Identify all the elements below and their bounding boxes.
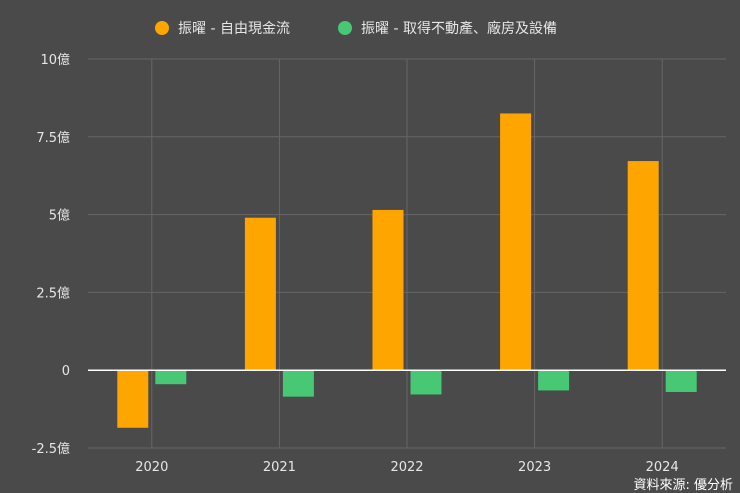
bar-free-cash-flow-2023[interactable] [500, 113, 532, 371]
legend-swatch-free-cash-flow [155, 21, 169, 35]
y-tick-label: 5億 [49, 208, 70, 224]
y-tick-label: 10億 [40, 52, 70, 68]
y-tick-label: 7.5億 [36, 130, 70, 146]
x-tick-label: 2024 [646, 460, 679, 475]
y-tick-label: -2.5億 [32, 441, 70, 457]
legend-label-free-cash-flow: 振曜 - 自由現金流 [178, 21, 290, 37]
legend-item-free-cash-flow[interactable]: 振曜 - 自由現金流 [155, 21, 290, 37]
legend: 振曜 - 自由現金流 振曜 - 取得不動產、廠房及設備 [155, 20, 557, 37]
y-tick-label: 2.5億 [36, 285, 70, 301]
source-note: 資料來源: 優分析 [633, 478, 733, 493]
x-tick-label: 2022 [390, 460, 423, 475]
legend-item-capex[interactable]: 振曜 - 取得不動產、廠房及設備 [338, 20, 557, 37]
bar-free-cash-flow-2021[interactable] [244, 217, 276, 371]
x-axis: 2020 2021 2022 2023 2024 [135, 460, 678, 475]
x-tick-label: 2020 [135, 460, 168, 475]
bar-capex-2020[interactable] [155, 370, 187, 385]
y-tick-label: 0 [62, 364, 70, 379]
bar-capex-2021[interactable] [282, 370, 314, 397]
bar-capex-2023[interactable] [538, 370, 570, 391]
bar-capex-2024[interactable] [665, 370, 697, 392]
x-tick-label: 2023 [518, 460, 551, 475]
bar-free-cash-flow-2020[interactable] [117, 370, 149, 428]
legend-label-capex: 振曜 - 取得不動產、廠房及設備 [361, 20, 557, 37]
grid [88, 58, 726, 449]
y-axis: -2.5億 0 2.5億 5億 7.5億 10億 [32, 52, 70, 457]
bar-capex-2022[interactable] [410, 370, 442, 395]
bar-free-cash-flow-2024[interactable] [627, 161, 659, 371]
bar-free-cash-flow-2022[interactable] [372, 209, 404, 371]
x-tick-label: 2021 [263, 460, 296, 475]
legend-swatch-capex [338, 21, 352, 35]
bars [117, 113, 697, 428]
